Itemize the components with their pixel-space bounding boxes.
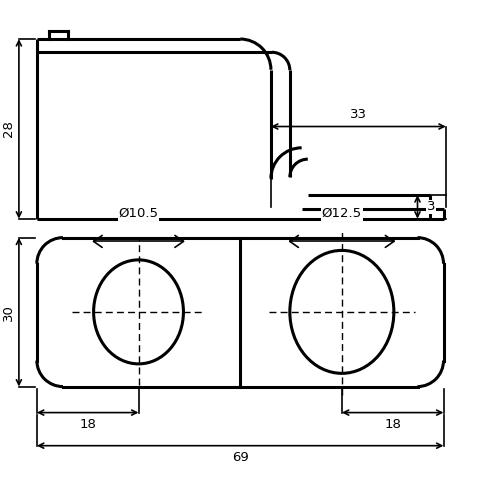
Text: 3: 3 [426, 201, 435, 214]
Text: 69: 69 [232, 451, 249, 464]
Text: Ø12.5: Ø12.5 [322, 207, 362, 220]
Text: 33: 33 [350, 108, 367, 121]
Text: 18: 18 [384, 418, 401, 431]
Text: Ø10.5: Ø10.5 [119, 207, 159, 220]
Text: 18: 18 [79, 418, 96, 431]
Text: 30: 30 [2, 304, 15, 321]
Text: 28: 28 [2, 120, 15, 137]
